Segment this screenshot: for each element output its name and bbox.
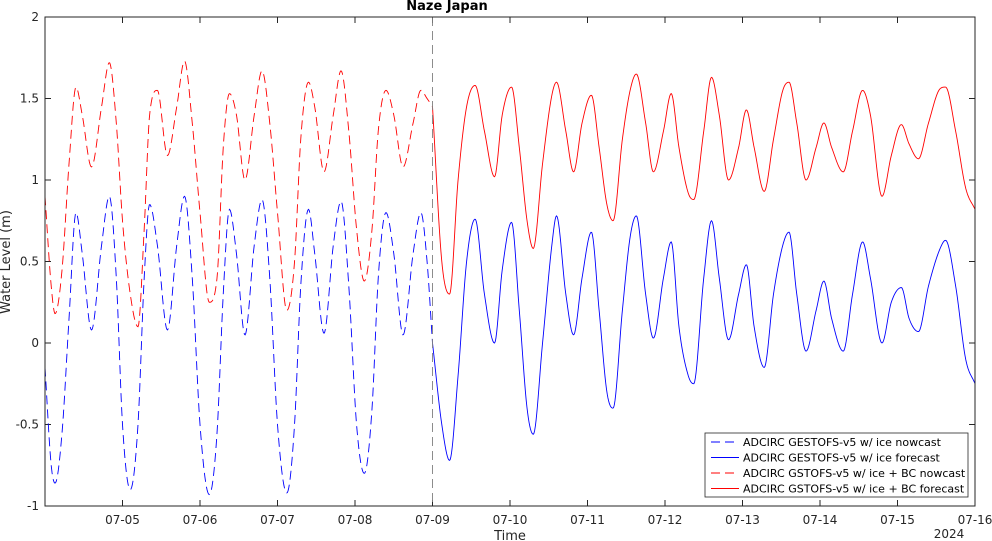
y-tick-label: 2 [31, 10, 39, 24]
x-tick-label: 07-07 [260, 513, 295, 527]
x-tick-label: 07-16 [958, 513, 992, 527]
y-tick-label: 0 [31, 336, 39, 350]
plot-frame [44, 16, 976, 507]
year-label: 2024 [934, 527, 965, 541]
y-tick-label: 1 [31, 173, 39, 187]
chart-title: Naze Japan [406, 0, 488, 14]
x-tick-label: 07-11 [570, 513, 605, 527]
series-line-1 [44, 195, 433, 496]
y-tick-label: -0.5 [16, 418, 39, 432]
axis-ticks: 07-05 07-06 07-07 07-08 07-09 07-10 07-11 07-12… [16, 10, 992, 527]
legend: ADCIRC GESTOFS-v5 w/ ice nowcast ADCIRC G… [704, 432, 969, 498]
series-line-3 [44, 60, 433, 328]
x-tick-label: 07-12 [648, 513, 683, 527]
x-tick-label: 07-15 [880, 513, 915, 527]
x-tick-label: 07-10 [493, 513, 528, 527]
y-tick-label: -1 [27, 499, 39, 513]
y-tick-label: 0.5 [20, 255, 39, 269]
x-tick-label: 07-13 [725, 513, 760, 527]
x-tick-label: 07-14 [803, 513, 838, 527]
x-axis-title: Time [493, 529, 526, 541]
series-line-2 [432, 215, 976, 461]
y-axis-title: Water Level (m) [0, 210, 14, 314]
legend-label-1: ADCIRC GESTOFS-v5 w/ ice nowcast [743, 436, 942, 449]
series-line-4 [432, 73, 976, 295]
x-tick-label: 07-06 [183, 513, 218, 527]
legend-label-2: ADCIRC GESTOFS-v5 w/ ice forecast [743, 452, 941, 465]
x-tick-label: 07-05 [105, 513, 140, 527]
x-tick-label: 07-08 [338, 513, 373, 527]
legend-label-4: ADCIRC GSTOFS-v5 w/ ice + BC forecast [743, 483, 965, 496]
x-tick-label: 07-09 [415, 513, 450, 527]
y-tick-label: 1.5 [20, 92, 39, 106]
legend-label-3: ADCIRC GSTOFS-v5 w/ ice + BC nowcast [743, 467, 966, 480]
series-layer [44, 60, 976, 496]
legend-box [704, 432, 969, 498]
